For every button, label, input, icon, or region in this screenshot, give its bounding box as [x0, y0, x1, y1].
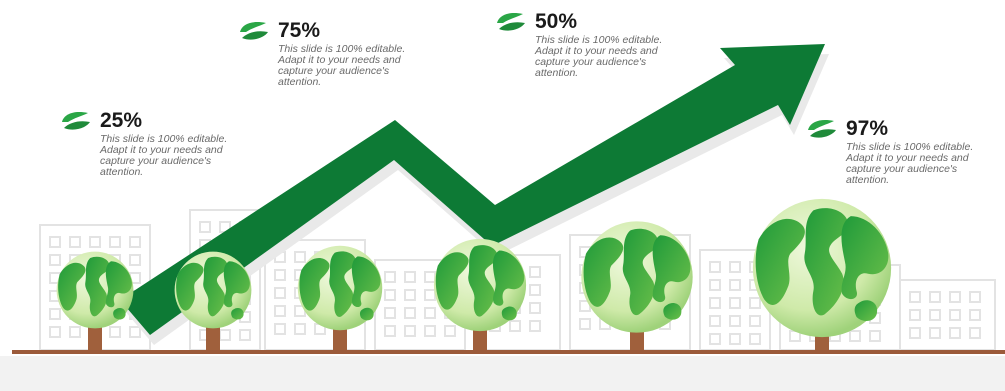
- leaf-swirl-icon: [497, 13, 525, 31]
- ground-line: [12, 350, 1005, 354]
- callout-text: This slide is 100% editable. Adapt it to…: [100, 133, 228, 178]
- globe-tree-icon: [752, 198, 892, 352]
- leaf-swirl-icon: [240, 22, 268, 40]
- callout-text: This slide is 100% editable. Adapt it to…: [846, 141, 974, 186]
- globe-tree-icon: [433, 238, 527, 352]
- callout-percent: 25%: [100, 109, 143, 132]
- leaf-swirl-icon: [62, 112, 90, 130]
- globe-tree-icon: [581, 221, 693, 352]
- leaf-swirl-icon: [808, 120, 836, 138]
- callout-percent: 97%: [846, 117, 889, 140]
- callout-50: 50% This slide is 100% editable. Adapt i…: [495, 11, 685, 79]
- trend-arrow-icon: [120, 44, 829, 345]
- globe-trees: [56, 198, 892, 352]
- footer-band: [0, 356, 1005, 391]
- callout-97: 97% This slide is 100% editable. Adapt i…: [806, 118, 996, 186]
- callout-percent: 75%: [278, 19, 321, 42]
- callout-text: This slide is 100% editable. Adapt it to…: [278, 43, 406, 88]
- callout-percent: 50%: [535, 10, 578, 33]
- callout-25: 25% This slide is 100% editable. Adapt i…: [60, 110, 250, 178]
- callout-text: This slide is 100% editable. Adapt it to…: [535, 34, 663, 79]
- globe-tree-icon: [174, 251, 252, 352]
- globe-tree-icon: [56, 251, 134, 352]
- callout-75: 75% This slide is 100% editable. Adapt i…: [238, 20, 428, 88]
- globe-tree-icon: [297, 245, 383, 352]
